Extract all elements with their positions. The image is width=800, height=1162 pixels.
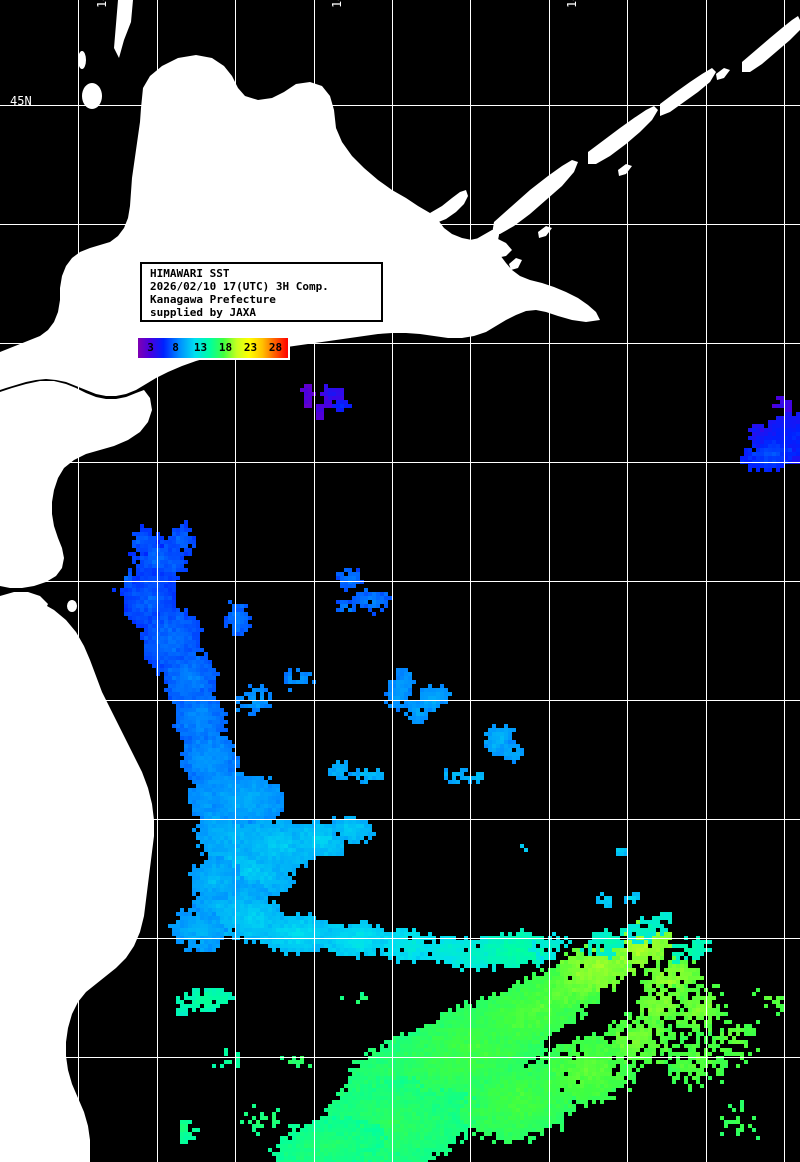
info-title: HIMAWARI SST [150,267,230,280]
colorbar-tick-labels: 3 8 13 18 23 28 [138,338,288,358]
urup-island [588,106,658,164]
colorbar-tick: 23 [243,341,258,354]
info-credit: supplied by JAXA [150,306,256,319]
shiretoko-peninsula [430,190,468,223]
shimokita-peninsula [0,592,48,618]
etorofu-island [492,160,578,234]
colorbar-tick: 18 [218,341,233,354]
gridline-lat [0,581,800,582]
colorbar-tick: 13 [193,341,208,354]
kuril-far-ne-island [742,16,800,72]
gridline-lat [0,343,800,344]
gridline-lat [0,224,800,225]
oshima-peninsula [0,381,152,588]
gridline-lat [0,938,800,939]
info-box: HIMAWARI SST 2026/02/10 17(UTC) 3H Comp.… [140,262,383,322]
lat-label-45n: 45N [10,94,32,108]
kuril-speck-a [509,258,522,270]
lon-label-147e: 147E [565,0,579,8]
lon-label-141e: 141E [95,0,109,8]
sakhalin-sliver [114,0,133,58]
colorbar-gradient [138,338,288,358]
info-datetime: 2026/02/10 17(UTC) 3H Comp. [150,280,329,293]
gridline-lat [0,700,800,701]
rishiri-island [78,51,86,69]
kuril-speck-d [716,68,730,80]
colorbar-tick: 3 [147,341,154,354]
colorbar-tick: 8 [172,341,179,354]
kuril-chain-ne [660,68,716,116]
kuril-speck-b [538,226,552,238]
small-island-c [6,834,22,848]
gridline-lat [0,819,800,820]
gridline-lat [0,105,800,106]
kuril-speck-c [618,164,632,176]
rebun-island [82,83,102,109]
info-region: Kanagawa Prefecture [150,293,276,306]
kunashiri-island [443,230,500,278]
honshu-tohoku [0,598,154,1162]
small-island-b [67,600,77,612]
gridline-lat [0,462,800,463]
tsugaru-strait-island [28,816,50,838]
lon-label-144e: 144E [330,0,344,8]
gridline-lat [0,1057,800,1058]
colorbar-tick: 28 [268,341,283,354]
temperature-colorbar: 3 8 13 18 23 28 [136,336,290,360]
